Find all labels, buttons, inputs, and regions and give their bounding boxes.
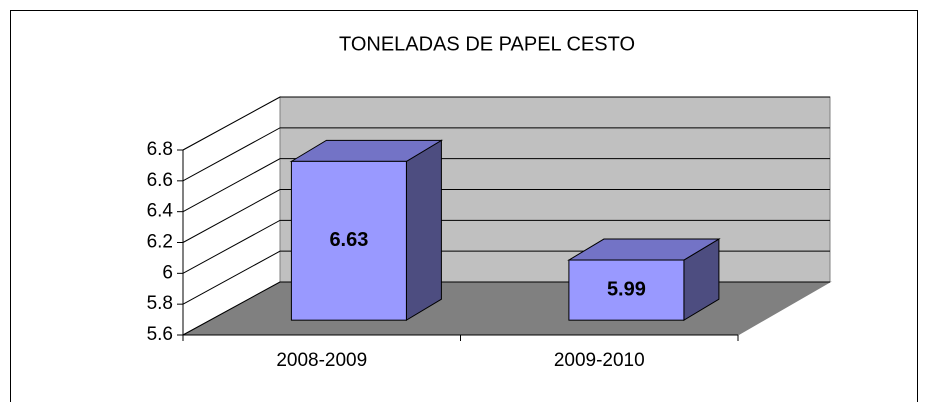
y-tick-label: 6 — [162, 262, 173, 283]
y-tick-label: 6.6 — [147, 170, 173, 191]
grid-line — [182, 127, 830, 182]
y-tick-label: 5.8 — [147, 293, 173, 314]
grid-line — [182, 189, 830, 243]
grid-line — [182, 158, 830, 213]
y-tick-label: 6.2 — [147, 232, 173, 253]
x-tick-label: 2009-2010 — [554, 350, 645, 371]
chart-title: TONELADAS DE PAPEL CESTO — [339, 33, 635, 55]
y-tick-label: 5.6 — [147, 324, 173, 345]
value-label: 6.63 — [329, 229, 368, 251]
x-tick-label: 2008-2009 — [276, 350, 367, 371]
grid-line — [182, 96, 830, 151]
bar — [568, 259, 685, 321]
y-tick-label: 6.8 — [147, 139, 173, 160]
bar — [290, 160, 407, 321]
value-label: 5.99 — [607, 278, 646, 300]
grid-line — [182, 219, 830, 274]
floor — [182, 281, 832, 336]
y-tick-label: 6.4 — [147, 201, 174, 222]
bar-side — [405, 139, 442, 322]
